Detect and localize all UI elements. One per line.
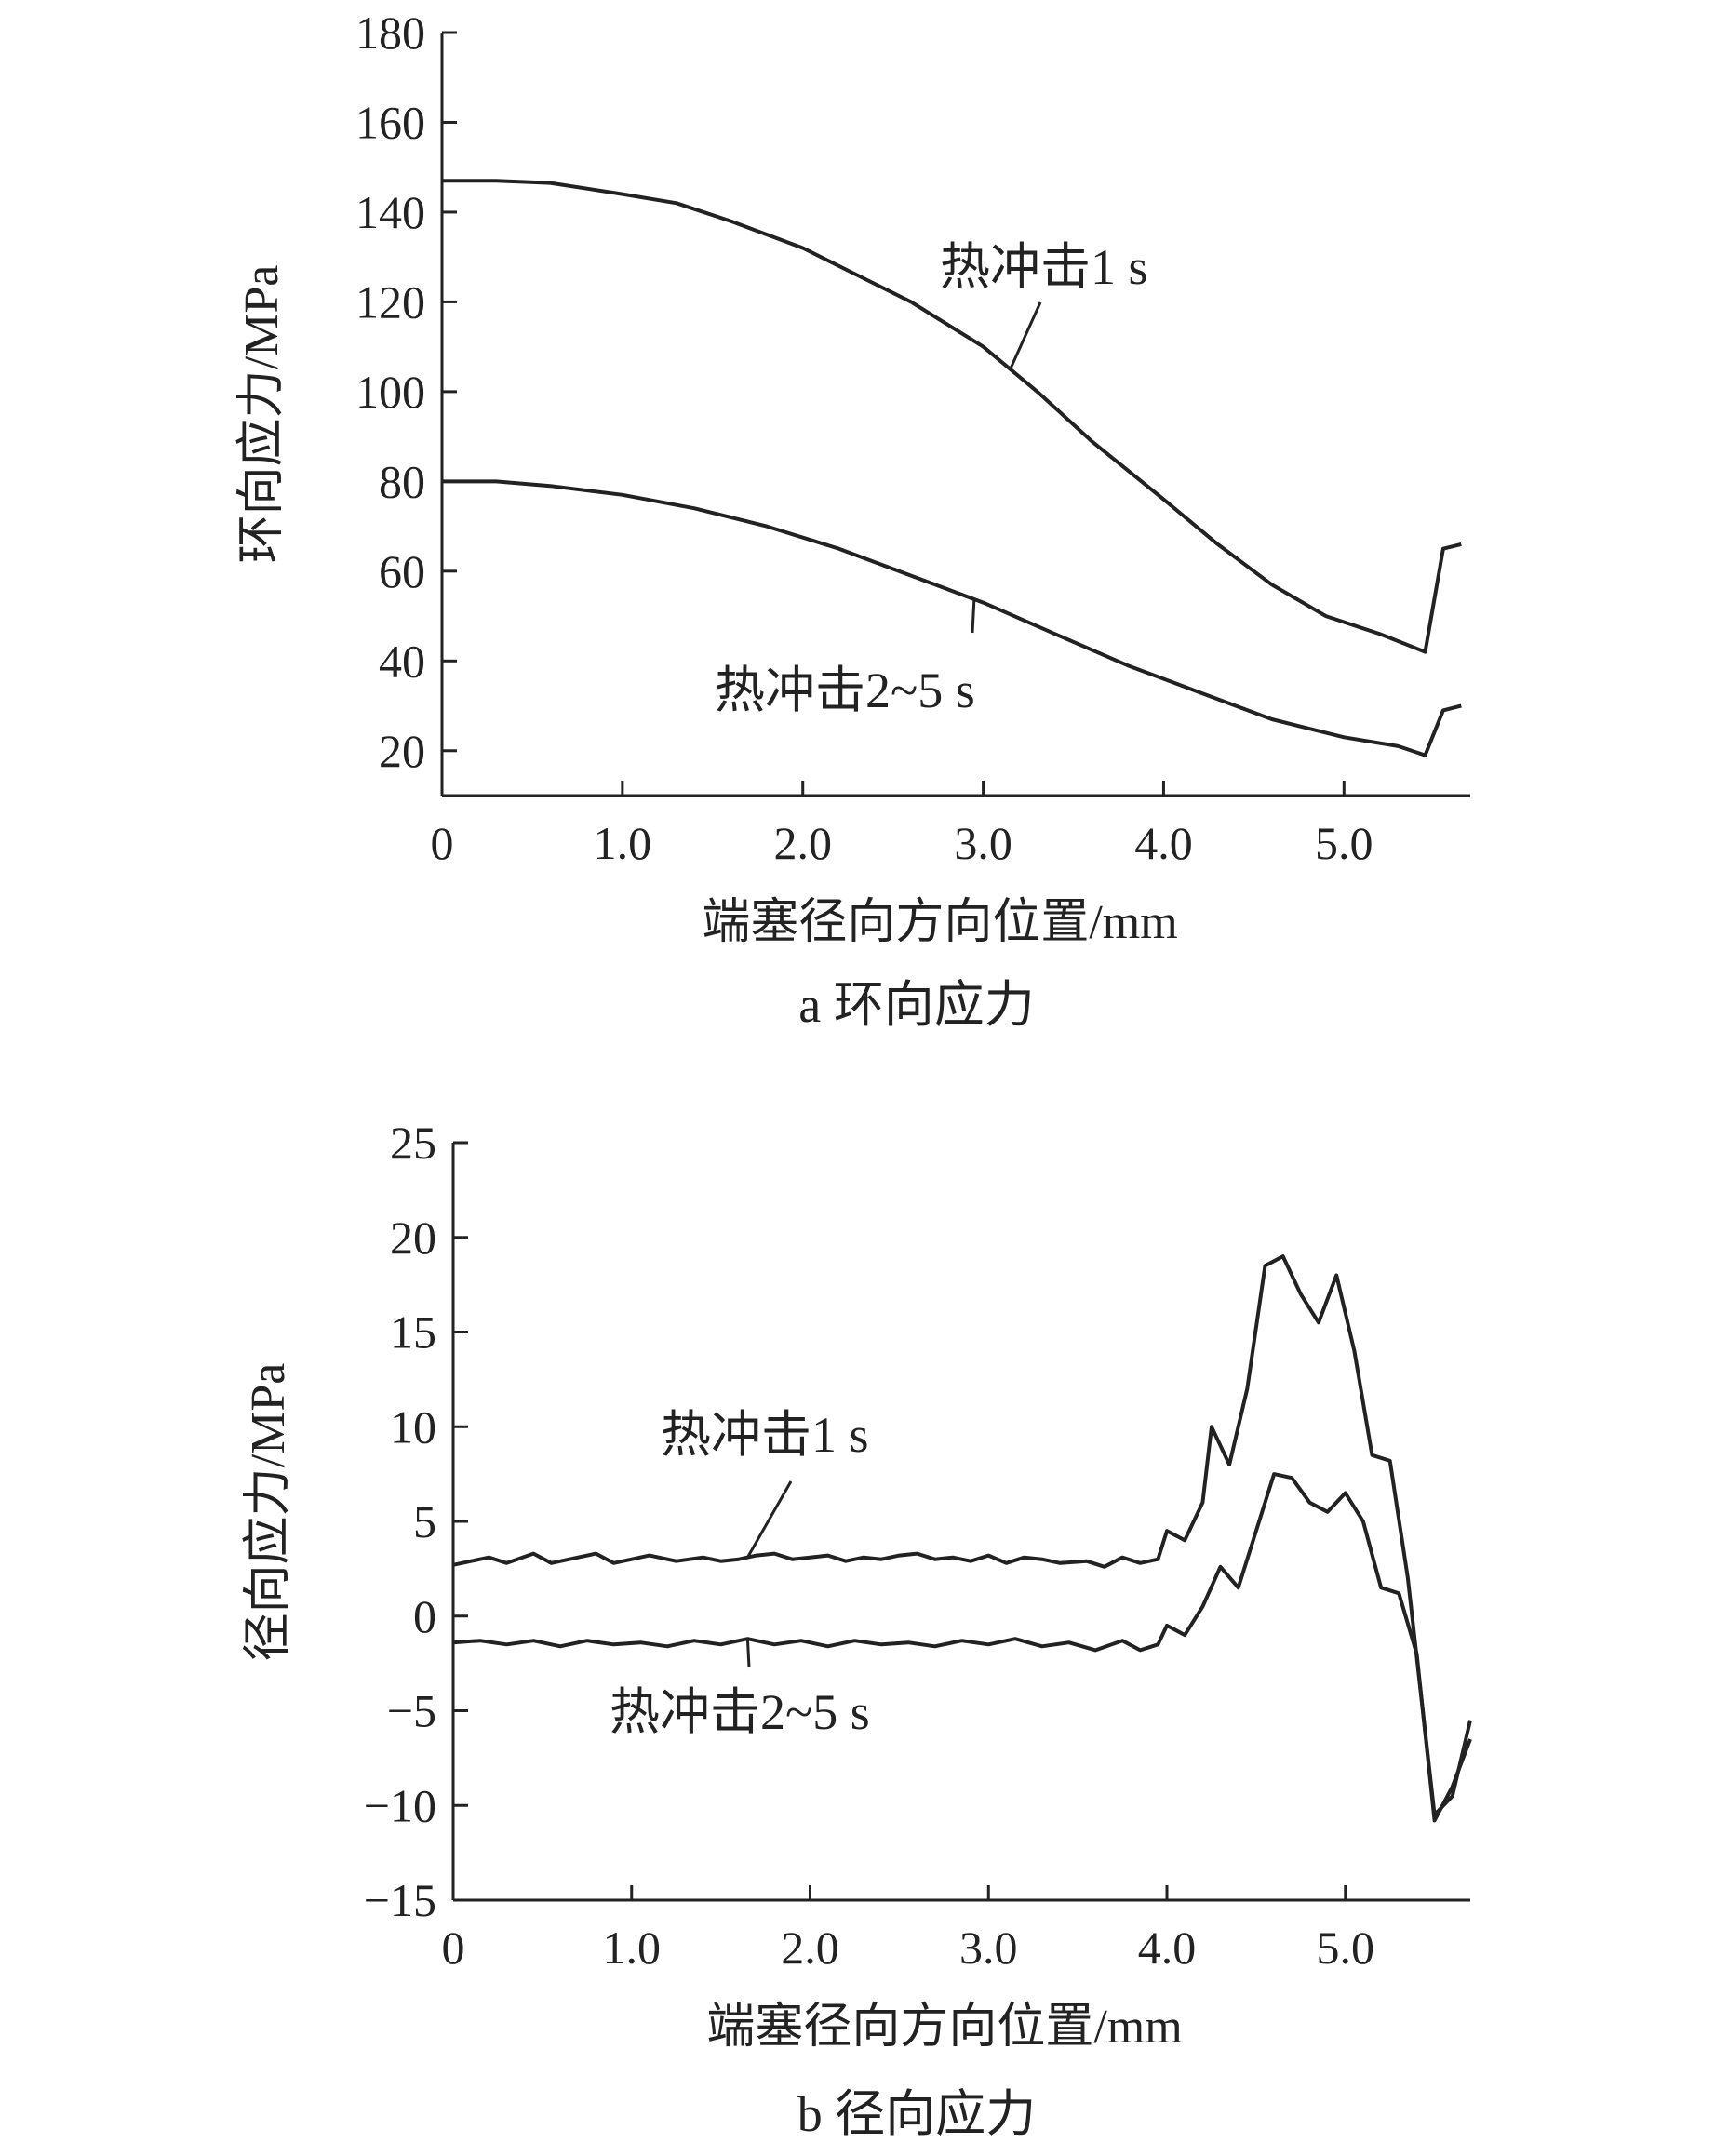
x-tick-label: 3.0 xyxy=(954,817,1012,869)
y-tick-label: 100 xyxy=(355,366,425,418)
y-tick-label: 5 xyxy=(413,1495,436,1547)
x-tick-label: 2.0 xyxy=(781,1922,839,1974)
x-tick-label: 0 xyxy=(431,817,454,869)
leader-line xyxy=(745,1639,751,1668)
chart-a-x-axis-label: 端塞径向方向位置/mm xyxy=(702,896,1177,949)
chart-b-x-axis-label: 端塞径向方向位置/mm xyxy=(706,2001,1182,2054)
chart-a-leader-lines xyxy=(971,301,1042,634)
y-tick-label: 80 xyxy=(379,455,425,507)
chart-b-ticks: −15 −10 −5 0 5 10 15 20 25 0 1.0 2.0 3.0 4.0 5.0 xyxy=(364,1117,1374,1974)
y-tick-label: 10 xyxy=(390,1400,436,1453)
chart-b-leader-lines xyxy=(745,1480,793,1668)
x-tick-label: 3.0 xyxy=(959,1922,1018,1974)
y-tick-label: −10 xyxy=(364,1779,436,1831)
x-tick-label: 0 xyxy=(442,1922,465,1974)
series-line-2 xyxy=(452,1472,1472,1823)
y-tick-label: −15 xyxy=(364,1874,436,1926)
leader-line xyxy=(1009,301,1042,370)
x-tick-label: 5.0 xyxy=(1315,817,1373,869)
chart-a-y-axis-label: 环向应力/MPa xyxy=(235,265,288,564)
x-tick-label: 1.0 xyxy=(603,1922,662,1974)
y-tick-label: 20 xyxy=(390,1212,436,1264)
x-tick-label: 4.0 xyxy=(1134,817,1193,869)
chart-a-axes xyxy=(440,33,1470,797)
y-tick-label: 60 xyxy=(379,545,425,597)
chart-b-series-label-2-5s: 热冲击2~5 s xyxy=(610,1684,870,1740)
radial-stress-chart: −15 −10 −5 0 5 10 15 20 25 0 1.0 2.0 3.0 4.0 5.0 径向应力/… xyxy=(242,1117,1472,2142)
chart-b-axes xyxy=(451,1143,1470,1902)
chart-a-series-label-1s: 热冲击1 s xyxy=(940,239,1148,295)
series-line-2 xyxy=(442,479,1462,757)
leader-line xyxy=(746,1480,793,1559)
chart-a-series-label-2-5s: 热冲击2~5 s xyxy=(715,663,975,718)
chart-b-series xyxy=(452,1254,1472,1823)
x-tick-label: 5.0 xyxy=(1317,1922,1375,1974)
chart-b-y-axis-label: 径向应力/MPa xyxy=(242,1363,295,1662)
y-tick-label: −5 xyxy=(387,1685,436,1737)
x-tick-label: 1.0 xyxy=(594,817,652,869)
y-tick-label: 160 xyxy=(355,96,425,148)
y-tick-label: 140 xyxy=(355,186,425,238)
y-tick-label: 180 xyxy=(355,7,425,59)
y-tick-label: 25 xyxy=(390,1117,436,1169)
y-tick-label: 20 xyxy=(379,725,425,777)
y-tick-label: 120 xyxy=(355,275,425,328)
chart-b-caption: b 径向应力 xyxy=(797,2086,1037,2142)
chart-a-ticks: 20 40 60 80 100 120 140 160 180 0 1.0 2.0 3.0 4.0 5.0 xyxy=(355,7,1373,869)
series-line-1 xyxy=(452,1254,1472,1817)
y-tick-label: 40 xyxy=(379,635,425,687)
x-tick-label: 4.0 xyxy=(1138,1922,1197,1974)
y-tick-label: 0 xyxy=(413,1590,436,1642)
x-tick-label: 2.0 xyxy=(773,817,832,869)
y-tick-label: 15 xyxy=(390,1306,436,1359)
leader-line xyxy=(971,598,976,634)
chart-b-series-label-1s: 热冲击1 s xyxy=(661,1407,869,1463)
chart-a-caption: a 环向应力 xyxy=(798,977,1034,1033)
